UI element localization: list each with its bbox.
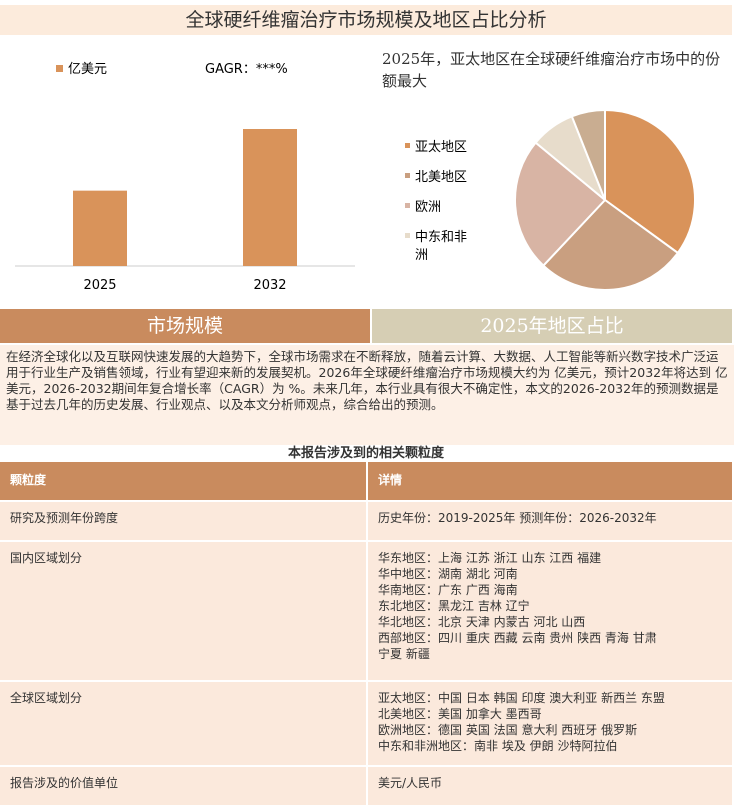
table-row: 国内区域划分 华东地区：上海 江苏 浙江 山东 江西 福建 华中地区：湖南 湖北 河… bbox=[0, 542, 732, 680]
cell-line: 华北地区：北京 天津 内蒙古 河北 山西 bbox=[378, 615, 586, 629]
pie-slice bbox=[604, 108, 696, 255]
legend-swatch bbox=[405, 143, 410, 148]
cell-line: 华中地区：湖南 湖北 河南 bbox=[378, 567, 518, 581]
cell-line: 亚太地区：中国 日本 韩国 印度 澳大利亚 新西兰 东盟 bbox=[378, 691, 665, 705]
cell: 华东地区：上海 江苏 浙江 山东 江西 福建 华中地区：湖南 湖北 河南 华南地区：… bbox=[368, 542, 732, 680]
cell-line: 中东和非洲地区：南非 埃及 伊朗 沙特阿拉伯 bbox=[378, 739, 618, 753]
section-header: 市场规模 bbox=[0, 309, 370, 343]
header-cell: 颗粒度 bbox=[0, 462, 366, 500]
cell-line: 华东地区：上海 江苏 浙江 山东 江西 福建 bbox=[378, 551, 602, 565]
page-title: 全球硬纤维瘤治疗市场规模及地区占比分析 bbox=[0, 5, 732, 35]
legend-swatch bbox=[405, 233, 410, 238]
cell: 全球区域划分 bbox=[0, 682, 366, 765]
pie-slice bbox=[570, 108, 606, 201]
legend-label: 北美地区 bbox=[415, 170, 467, 185]
cell-line: 西部地区：四川 重庆 西藏 云南 贵州 陕西 青海 甘肃 bbox=[378, 631, 657, 645]
cell: 历史年份：2019-2025年 预测年份：2026-2032年 bbox=[368, 502, 732, 540]
table-row: 全球区域划分 亚太地区：中国 日本 韩国 印度 澳大利亚 新西兰 东盟 北美地区：美… bbox=[0, 682, 732, 765]
legend-label: 亿美元 bbox=[68, 62, 107, 77]
cell-line: 美元/人民币 bbox=[378, 776, 443, 790]
table-row: 研究及预测年份跨度 历史年份：2019-2025年 预测年份：2026-2032年 bbox=[0, 502, 732, 540]
section-header: 2025年地区占比 bbox=[372, 309, 732, 343]
legend-label: 亚太地区 bbox=[415, 140, 467, 155]
pie-slice bbox=[541, 198, 680, 291]
table: 颗粒度 详情 研究及预测年份跨度 历史年份：2019-2025年 预测年份：202… bbox=[0, 462, 732, 807]
cell: 美元/人民币 bbox=[368, 767, 732, 805]
header-cell: 详情 bbox=[368, 462, 732, 500]
x-tick-label: 2032 bbox=[253, 278, 286, 293]
bar bbox=[73, 190, 127, 266]
legend-label: 欧洲 bbox=[415, 200, 441, 215]
legend-swatch bbox=[405, 173, 410, 178]
x-tick-label: 2025 bbox=[83, 278, 116, 293]
cell: 亚太地区：中国 日本 韩国 印度 澳大利亚 新西兰 东盟 北美地区：美国 加拿大 … bbox=[368, 682, 732, 765]
pie-slice bbox=[514, 141, 607, 268]
cell-line: 北美地区：美国 加拿大 墨西哥 bbox=[378, 707, 542, 721]
table-row: 报告涉及的价值单位 美元/人民币 bbox=[0, 767, 732, 805]
table-title: 本报告涉及到的相关颗粒度 bbox=[287, 446, 444, 461]
bar bbox=[243, 129, 297, 266]
intro-text: 在经济全球化以及互联网快速发展的大趋势下，全球市场需求在不断释放，随着云计算、大… bbox=[0, 345, 734, 445]
cell-line: 历史年份：2019-2025年 预测年份：2026-2032年 bbox=[378, 511, 657, 525]
cell-line: 宁夏 新疆 bbox=[378, 647, 430, 661]
annotation: GAGR：***% bbox=[205, 62, 288, 77]
legend-swatch bbox=[405, 203, 410, 208]
legend-label: 中东和非洲 bbox=[415, 230, 467, 263]
cell-line: 华南地区：广东 广西 海南 bbox=[378, 583, 518, 597]
cell-line: 东北地区：黑龙江 吉林 辽宁 bbox=[378, 599, 530, 613]
cell: 国内区域划分 bbox=[0, 542, 366, 680]
bar-chart: 亿美元 GAGR：***% 2025 2032 bbox=[15, 62, 355, 293]
cell: 研究及预测年份跨度 bbox=[0, 502, 366, 540]
cell-line: 欧洲地区：德国 英国 法国 意大利 西班牙 俄罗斯 bbox=[378, 723, 638, 737]
legend-swatch bbox=[56, 65, 63, 72]
cell: 报告涉及的价值单位 bbox=[0, 767, 366, 805]
table-header: 颗粒度 详情 bbox=[0, 462, 732, 500]
pie-title: 2025年，亚太地区在全球硬纤维瘤治疗市场中的份额最大 bbox=[382, 50, 721, 90]
